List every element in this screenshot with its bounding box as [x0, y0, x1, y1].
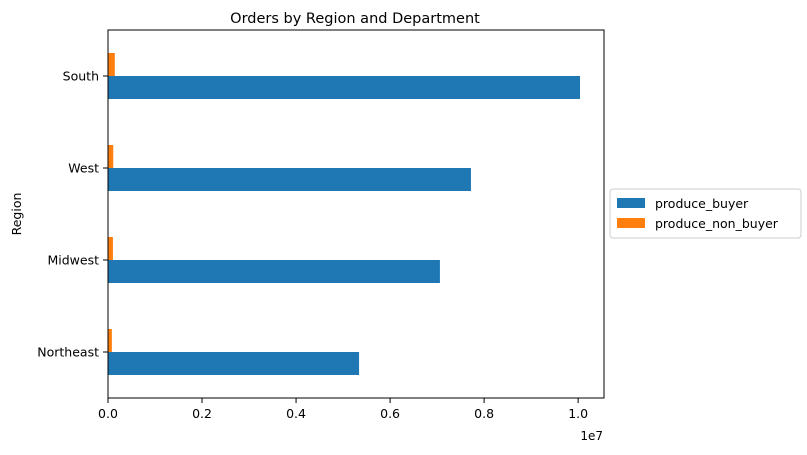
y-tick-label-south: South [63, 69, 99, 84]
y-tick-label-midwest: Midwest [47, 253, 99, 268]
legend: produce_buyer produce_non_buyer [609, 188, 802, 239]
bar-produce_non_buyer-northeast [108, 329, 112, 352]
bar-produce_buyer-west [108, 168, 471, 191]
x-tick-label-3: 0.6 [380, 406, 400, 421]
legend-label-produce_buyer: produce_buyer [655, 196, 749, 211]
y-tick-label-west: West [68, 161, 99, 176]
bar-produce_buyer-northeast [108, 352, 360, 375]
bar-produce_non_buyer-midwest [108, 237, 113, 260]
y-tick-label-northeast: Northeast [37, 345, 99, 360]
bar-produce_non_buyer-south [108, 53, 115, 76]
axes-layer: Northeast Midwest West South 0.0 0.2 0.4 0.6 0.8… [37, 29, 605, 421]
x-tick-label-2: 0.4 [286, 406, 306, 421]
x-axis-offset-label: 1e7 [580, 429, 603, 443]
chart-title: Orders by Region and Department [230, 11, 480, 27]
legend-box [609, 188, 802, 239]
legend-label-produce_non_buyer: produce_non_buyer [655, 216, 779, 231]
x-tick-label-0: 0.0 [98, 406, 118, 421]
bar-produce_buyer-south [108, 76, 581, 99]
legend-swatch-produce_buyer [617, 198, 645, 208]
x-tick-label-4: 0.8 [474, 406, 494, 421]
bar-produce_non_buyer-west [108, 145, 114, 168]
legend-swatch-produce_non_buyer [617, 218, 645, 228]
plot-frame [107, 29, 605, 399]
bars-layer [108, 53, 581, 375]
bar-produce_buyer-midwest [108, 260, 440, 283]
y-axis-label: Region [9, 193, 24, 236]
x-tick-label-5: 1.0 [568, 406, 588, 421]
x-tick-label-1: 0.2 [192, 406, 212, 421]
